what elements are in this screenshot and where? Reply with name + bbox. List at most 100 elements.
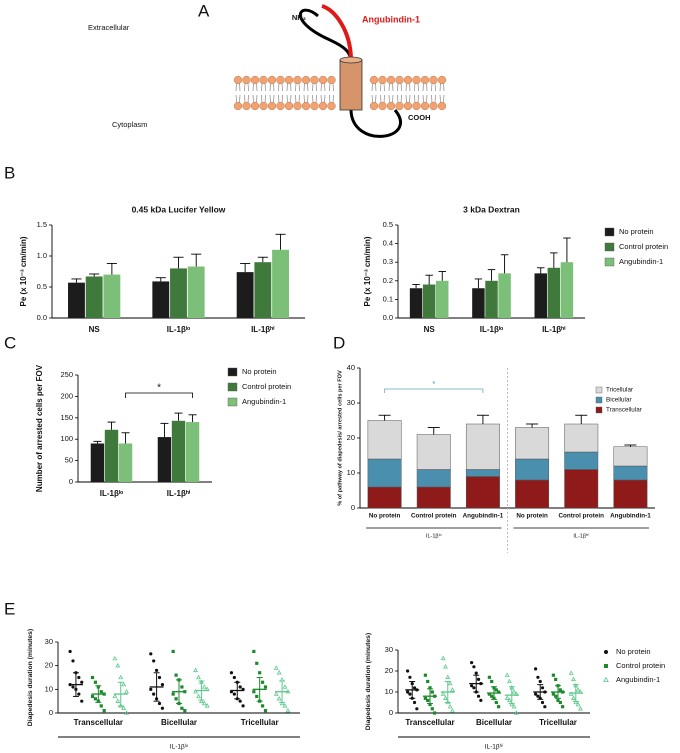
bar [560, 262, 574, 318]
lipid-tail [422, 82, 428, 92]
bar-segment [465, 469, 500, 477]
x-tick-label: Angubindin-1 [463, 513, 504, 520]
lipid-tail [320, 82, 326, 92]
legend-swatch [604, 664, 608, 668]
dot [174, 697, 178, 701]
lipid-head [420, 101, 430, 111]
dot [260, 704, 265, 708]
bar [547, 267, 561, 318]
dot [447, 703, 453, 709]
legend-swatch [604, 257, 615, 267]
dot [443, 664, 448, 669]
lipid-tail [380, 94, 385, 104]
bar [157, 437, 172, 482]
dot [430, 707, 434, 711]
chart-title: 3 kDa Dextran [463, 204, 520, 214]
bar-segment [564, 423, 599, 453]
lipid-tail [312, 94, 317, 104]
y-axis-label: Diapedesis duration (minutes) [365, 633, 372, 730]
x-tick-label: Bicellular [161, 718, 197, 727]
dot [238, 685, 242, 689]
lipid-tail [235, 94, 241, 104]
legend-label: Angubindin-1 [616, 675, 660, 684]
bar-segment [367, 458, 402, 488]
dot [554, 677, 558, 681]
panel-label: A [198, 1, 210, 20]
dot [93, 680, 98, 684]
lipid-head [437, 75, 447, 85]
legend-swatch [603, 676, 609, 682]
legend-swatch [595, 386, 603, 394]
lipid-tail [405, 94, 411, 104]
lipid-head [310, 101, 319, 111]
bar [422, 284, 436, 318]
x-tick-label: Tricellular [241, 718, 279, 727]
dot [423, 696, 427, 700]
legend-swatch [604, 227, 615, 237]
bar [85, 276, 103, 318]
dot [511, 689, 517, 694]
bar-segment [564, 469, 599, 509]
dot [255, 694, 259, 699]
dot [497, 690, 501, 694]
dot [77, 675, 81, 680]
y-tick-label: 250 [60, 370, 73, 379]
lipid-head [242, 75, 251, 85]
bar [103, 274, 121, 318]
dot [573, 699, 579, 705]
dot [406, 690, 410, 694]
dot [476, 677, 481, 682]
lipid-head [267, 75, 277, 85]
dot [408, 675, 412, 679]
legend-label: Bicellular [606, 397, 632, 404]
lipid-tail [286, 94, 292, 104]
lipid-head [276, 75, 285, 85]
legend-label: Angubindin-1 [619, 257, 663, 266]
dot [238, 699, 242, 703]
legend-swatch [604, 650, 608, 654]
dot [263, 709, 268, 713]
lipid-tail [329, 94, 334, 104]
dot [149, 652, 153, 656]
dot [577, 706, 583, 711]
lipid-tail [252, 82, 258, 92]
lipid-tail [397, 82, 402, 92]
ligand-label: Angubindin-1 [362, 14, 420, 24]
bar-segment [515, 427, 550, 460]
x-tick-label: IL-1βʰⁱ [167, 488, 191, 498]
y-tick-label: 20 [45, 661, 53, 670]
dot [260, 680, 265, 684]
y-tick-label: 0.5 [37, 282, 47, 291]
lipid-head [284, 101, 294, 111]
bar [472, 288, 485, 318]
angubindin-binding [321, 4, 353, 59]
dot [449, 708, 455, 713]
dot [509, 701, 515, 707]
legend-label: Tricellular [606, 387, 633, 394]
lipid-head [327, 75, 336, 85]
dot [273, 665, 279, 670]
y-tick-label: 0 [351, 503, 355, 512]
lipid-tail [320, 94, 326, 104]
dot [490, 679, 494, 684]
y-tick-label: 150 [60, 413, 73, 422]
x-tick-label: Control protein [411, 513, 457, 520]
lipid-head [301, 101, 311, 111]
dot [513, 710, 519, 715]
dot [115, 698, 121, 703]
lipid-head [403, 75, 413, 85]
lipid-head [233, 75, 243, 85]
lipid-head [301, 75, 311, 85]
lipid-head [386, 75, 396, 85]
dot [121, 705, 127, 710]
lipid-head [310, 75, 319, 85]
bar-segment [515, 479, 550, 509]
dot [551, 673, 555, 677]
dot [102, 709, 106, 713]
dot [258, 671, 262, 675]
dot [112, 655, 118, 661]
dot [276, 670, 282, 675]
x-tick-label: NS [89, 325, 101, 334]
lipid-tail [380, 82, 385, 92]
x-tick-label: IL-1βˡᵒ [100, 489, 124, 498]
